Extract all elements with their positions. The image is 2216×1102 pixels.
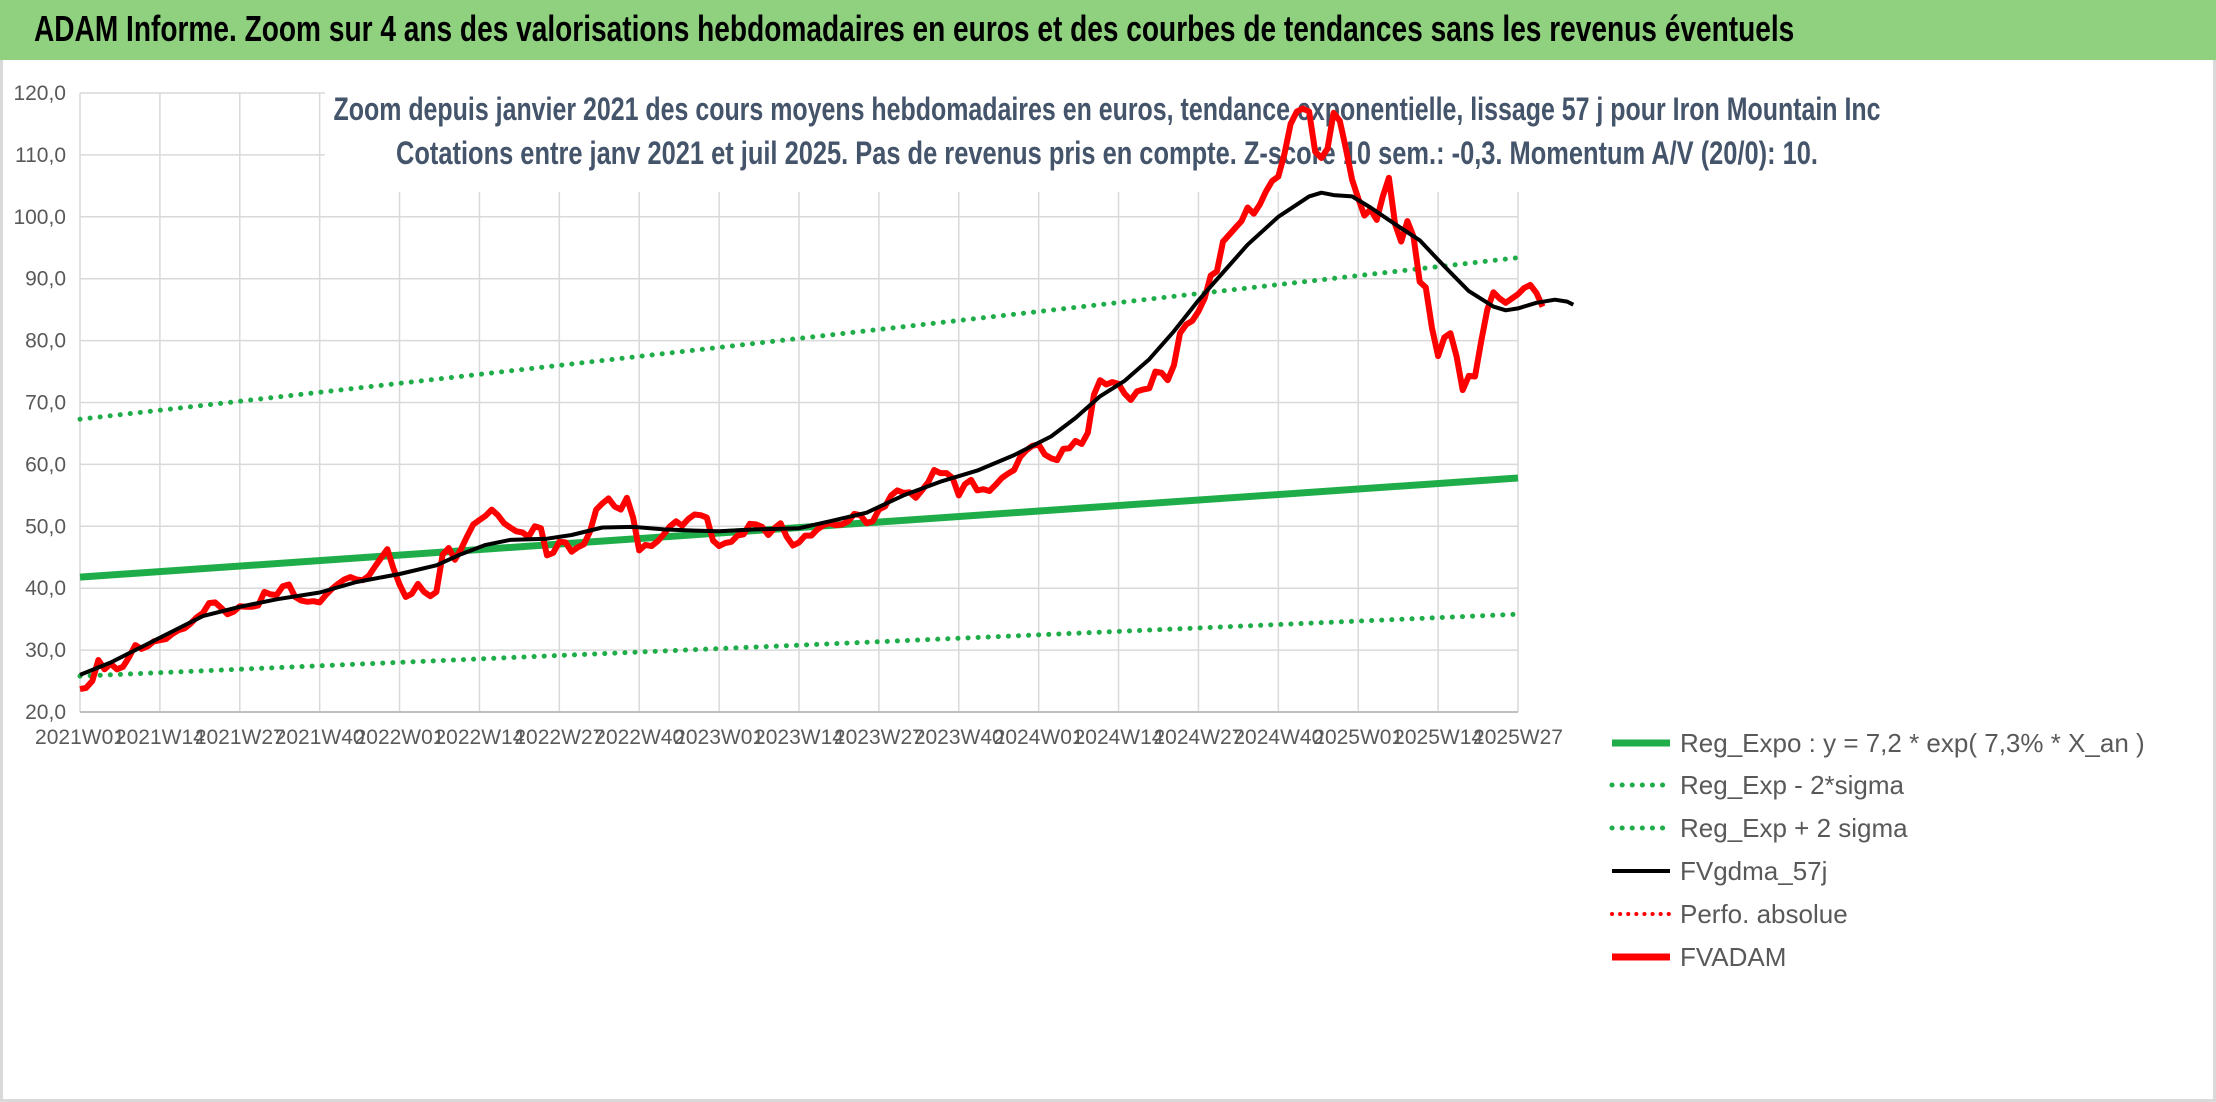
series-reg-exp-plus-2-sigma bbox=[77, 255, 1521, 422]
y-tick-label: 120,0 bbox=[13, 82, 66, 105]
y-tick-label: 100,0 bbox=[13, 206, 66, 229]
x-tick-label: 2021W27 bbox=[195, 726, 285, 749]
legend-label-fvadam: FVADAM bbox=[1680, 942, 1786, 972]
x-tick-label: 2021W40 bbox=[275, 726, 365, 749]
legend-label-fvgdma: FVgdma_57j bbox=[1680, 856, 1827, 886]
x-axis-ticks: 2021W012021W142021W272021W402022W012022W… bbox=[35, 726, 1563, 749]
x-tick-label: 2022W27 bbox=[514, 726, 604, 749]
chart-series bbox=[77, 105, 1575, 693]
x-tick-label: 2021W01 bbox=[35, 726, 125, 749]
x-tick-label: 2025W14 bbox=[1393, 726, 1483, 749]
x-tick-label: 2023W27 bbox=[834, 726, 924, 749]
y-tick-label: 30,0 bbox=[25, 639, 66, 662]
x-tick-label: 2022W40 bbox=[594, 726, 684, 749]
legend-label-reg-exp-minus: Reg_Exp - 2*sigma bbox=[1680, 770, 1905, 800]
y-tick-label: 80,0 bbox=[25, 330, 66, 353]
banner-title: ADAM Informe. Zoom sur 4 ans des valoris… bbox=[34, 8, 1795, 49]
x-tick-label: 2024W01 bbox=[994, 726, 1084, 749]
y-tick-label: 40,0 bbox=[25, 577, 66, 600]
y-tick-label: 60,0 bbox=[25, 453, 66, 476]
legend-label-reg-exp-plus: Reg_Exp + 2 sigma bbox=[1680, 813, 1908, 843]
x-tick-label: 2021W14 bbox=[115, 726, 205, 749]
x-tick-label: 2024W27 bbox=[1153, 726, 1243, 749]
x-tick-label: 2023W40 bbox=[914, 726, 1004, 749]
y-tick-label: 70,0 bbox=[25, 392, 66, 415]
chart-title-line2: Cotations entre janv 2021 et juil 2025. … bbox=[396, 135, 1818, 171]
y-tick-label: 50,0 bbox=[25, 515, 66, 538]
x-tick-label: 2023W14 bbox=[754, 726, 844, 749]
chart-legend: Reg_Expo : y = 7,2 * exp( 7,3% * X_an ) … bbox=[1597, 720, 2145, 980]
y-tick-label: 20,0 bbox=[25, 701, 66, 724]
x-tick-label: 2025W27 bbox=[1473, 726, 1563, 749]
x-tick-label: 2023W01 bbox=[674, 726, 764, 749]
legend-background bbox=[1597, 720, 2117, 980]
y-tick-label: 110,0 bbox=[15, 144, 66, 167]
legend-label-reg-expo: Reg_Expo : y = 7,2 * exp( 7,3% * X_an ) bbox=[1680, 728, 2145, 758]
chart-grid bbox=[79, 92, 1519, 713]
series-reg-exp-minus-2-sigma bbox=[77, 611, 1521, 679]
report-banner: ADAM Informe. Zoom sur 4 ans des valoris… bbox=[0, 0, 2216, 60]
y-tick-label: 90,0 bbox=[25, 268, 66, 291]
x-tick-label: 2024W14 bbox=[1074, 726, 1164, 749]
y-axis-ticks: 20,0 30,0 40,0 50,0 60,0 70,0 80,0 90,0 100,0 110… bbox=[13, 82, 66, 724]
legend-label-perfo-absolue: Perfo. absolue bbox=[1680, 899, 1848, 929]
chart-title-box bbox=[325, 84, 1890, 192]
x-tick-label: 2024W40 bbox=[1233, 726, 1323, 749]
x-tick-label: 2022W01 bbox=[355, 726, 445, 749]
series-fvadam bbox=[79, 105, 1546, 693]
x-tick-label: 2022W14 bbox=[434, 726, 524, 749]
series-fvgdma-57j bbox=[79, 190, 1575, 677]
chart-title-line1: Zoom depuis janvier 2021 des cours moyen… bbox=[334, 91, 1881, 127]
x-tick-label: 2025W01 bbox=[1313, 726, 1403, 749]
